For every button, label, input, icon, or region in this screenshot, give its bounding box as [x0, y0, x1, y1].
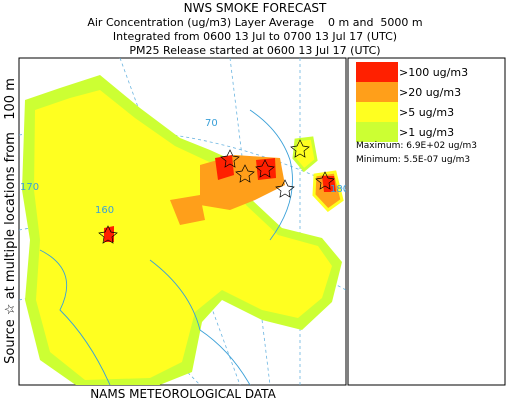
- footer: NAMS METEOROLOGICAL DATA: [90, 387, 276, 401]
- map-label: 70: [205, 118, 218, 129]
- side-label: Source ☆ at multiple locations from 100 …: [3, 78, 18, 364]
- legend-label: >100 ug/m3: [399, 66, 468, 79]
- legend-swatch: [356, 102, 398, 122]
- subtitle: Integrated from 0600 13 Jul to 0700 13 J…: [113, 30, 397, 43]
- map-label: 170: [20, 182, 39, 193]
- map-label: 180: [330, 184, 349, 195]
- legend-swatch: [356, 122, 398, 142]
- map: 70 170 160 180: [18, 57, 349, 386]
- subtitle: PM25 Release started at 0600 13 Jul 17 (…: [129, 44, 380, 57]
- legend-swatch: [356, 62, 398, 82]
- legend-label: >1 ug/m3: [399, 126, 454, 139]
- map-label: 160: [95, 205, 114, 216]
- legend-swatch: [356, 82, 398, 102]
- minimum: Minimum: 5.5E-07 ug/m3: [356, 155, 470, 165]
- subtitle: Air Concentration (ug/m3) Layer Average …: [87, 16, 422, 29]
- legend-label: >20 ug/m3: [399, 86, 461, 99]
- legend-label: >5 ug/m3: [399, 106, 454, 119]
- maximum: Maximum: 6.9E+02 ug/m3: [356, 141, 477, 151]
- title: NWS SMOKE FORECAST: [184, 1, 327, 15]
- legend: >100 ug/m3 >20 ug/m3 >5 ug/m3 >1 ug/m3: [347, 57, 506, 386]
